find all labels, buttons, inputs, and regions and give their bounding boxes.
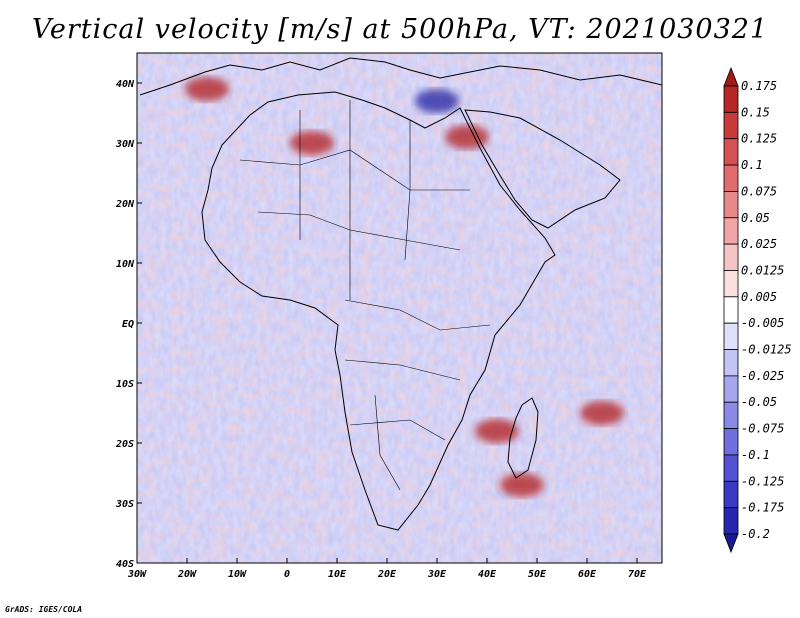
positive-max-mozambique-channel <box>475 419 519 443</box>
colorbar-label: -0.2 <box>741 527 770 541</box>
colorbar-segment <box>723 401 739 429</box>
border-line <box>344 299 491 331</box>
positive-max-north-atlantic <box>185 77 229 101</box>
colorbar: 0.175 0.15 0.125 0.1 0.075 0.05 0.025 0.0125 0.0… <box>723 66 792 554</box>
lon-tick-label: 20E <box>377 569 397 580</box>
colorbar-label: -0.075 <box>741 422 784 436</box>
colorbar-label: -0.005 <box>741 316 784 330</box>
chart-title: Vertical velocity [m/s] at 500hPa, VT: 2… <box>31 14 769 45</box>
colorbar-segment <box>723 217 739 245</box>
colorbar-segment <box>723 428 739 456</box>
madagascar-coastline <box>507 397 539 479</box>
lat-tick-label: 40N <box>116 79 135 90</box>
lat-tick-label: 20S <box>115 439 134 450</box>
colorbar-bottom-extension <box>723 533 739 554</box>
lon-tick-label: 10W <box>228 569 247 580</box>
positive-max-indian-ocean-east-of-madagascar <box>580 401 624 425</box>
colorbar-segment <box>723 454 739 482</box>
grads-credit: GrADS: IGES/COLA <box>5 605 83 614</box>
colorbar-label: 0.025 <box>741 237 777 251</box>
lat-tick-label: 10S <box>116 379 134 390</box>
colorbar-label: 0.05 <box>741 211 770 225</box>
colorbar-segment <box>723 111 739 140</box>
colorbar-segment <box>723 375 739 403</box>
border-line <box>349 419 446 441</box>
colorbar-label: -0.1 <box>741 448 770 462</box>
border-line <box>404 120 411 261</box>
longitude-axis: 30W 20W 10W 0 10E 20E 30E 40E 50E 60E 70E <box>127 558 647 580</box>
feature-layer <box>185 77 624 497</box>
colorbar-label: 0.125 <box>741 132 777 146</box>
lat-tick-label: 20N <box>115 199 135 210</box>
negative-min-eastern-mediterranean <box>415 89 459 113</box>
lon-tick-label: 20W <box>177 569 197 580</box>
mediterranean-north-coast <box>139 57 662 96</box>
colorbar-top-extension <box>723 66 739 87</box>
colorbar-label: 0.1 <box>741 158 763 172</box>
lat-tick-label: 40S <box>116 559 134 570</box>
colorbar-label: 0.075 <box>741 184 777 198</box>
lat-tick-label: 10N <box>116 259 135 270</box>
colorbar-segment <box>723 349 739 377</box>
lon-tick-label: 30E <box>427 569 447 580</box>
colorbar-label: -0.0125 <box>741 343 792 357</box>
colorbar-segment <box>723 270 739 298</box>
colorbar-label: -0.175 <box>741 501 784 515</box>
colorbar-segment <box>723 507 739 535</box>
colorbar-label: -0.025 <box>741 369 784 383</box>
colorbar-segment <box>723 85 739 113</box>
colorbar-label: 0.15 <box>741 105 770 119</box>
colorbar-label: 0.0125 <box>741 263 784 277</box>
map-frame <box>136 52 663 564</box>
colorbar-label: 0.005 <box>741 290 777 304</box>
lat-tick-label: 30N <box>115 139 135 150</box>
colorbar-segment <box>723 480 739 509</box>
lon-tick-label: 0 <box>284 569 290 580</box>
colorbar-segment <box>723 138 739 166</box>
lon-tick-label: 30W <box>127 569 147 580</box>
lon-tick-label: 50E <box>528 569 547 580</box>
colorbar-segment <box>723 322 739 350</box>
lon-tick-label: 40E <box>478 569 497 580</box>
positive-max-south-of-madagascar <box>500 473 544 497</box>
colorbar-label: -0.05 <box>741 395 777 409</box>
field-texture-red <box>137 53 662 563</box>
colorbar-segment <box>723 243 739 271</box>
border-line <box>344 359 461 381</box>
border-line <box>374 394 401 491</box>
latitude-axis: 40N 30N 20N 10N EQ 10S 20S 30S 40S <box>115 79 142 570</box>
vertical-velocity-field <box>137 53 662 563</box>
positive-band-sahara <box>290 131 334 155</box>
arabian-peninsula-coastline <box>464 109 621 229</box>
lat-tick-label: 30S <box>115 499 134 510</box>
colorbar-segment <box>723 191 739 219</box>
lon-tick-label: 70E <box>628 569 647 580</box>
colorbar-label: 0.175 <box>741 79 777 93</box>
colorbar-segment <box>723 164 739 192</box>
colorbar-label: -0.125 <box>741 474 784 488</box>
colorbar-segment <box>723 296 739 324</box>
lat-tick-label: EQ <box>122 319 134 330</box>
lon-tick-label: 60E <box>578 569 597 580</box>
lon-tick-label: 10E <box>328 569 347 580</box>
country-borders <box>239 100 491 491</box>
